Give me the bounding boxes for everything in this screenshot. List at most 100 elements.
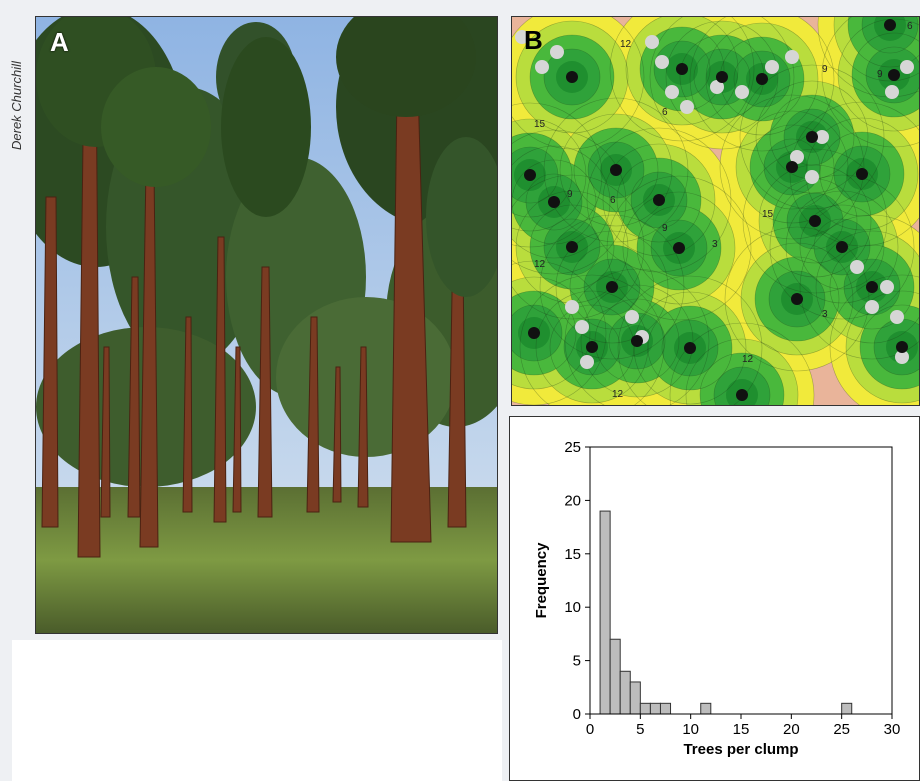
tree-point — [586, 341, 598, 353]
contour-line — [602, 143, 716, 257]
contour-line — [653, 40, 711, 98]
gap-point — [900, 60, 914, 74]
contour-label: 9 — [877, 69, 883, 80]
histogram-bar — [659, 702, 672, 715]
contour-line — [622, 191, 736, 305]
contour-line — [586, 127, 732, 273]
contour-line — [829, 244, 915, 330]
contour-label: 6 — [907, 21, 913, 32]
contour-line — [649, 17, 795, 150]
forest-photo — [36, 17, 497, 633]
histogram-bar — [639, 702, 651, 715]
tree-point — [736, 389, 748, 401]
x-tick-label: 25 — [833, 721, 850, 738]
gap-point — [890, 310, 904, 324]
contour-line — [512, 260, 607, 405]
gap-point — [665, 85, 679, 99]
contour-line — [833, 145, 891, 203]
y-tick-label: 0 — [573, 706, 581, 723]
contour-line — [580, 284, 694, 398]
contour-line — [647, 305, 733, 391]
histogram-bar — [629, 681, 641, 715]
contour-line — [661, 319, 719, 377]
gap-point — [655, 55, 669, 69]
tree-point — [791, 293, 803, 305]
contour-line — [769, 174, 915, 320]
contour-line — [783, 108, 841, 166]
contour-line — [616, 157, 702, 243]
contour-line — [739, 64, 885, 210]
y-tick-label: 5 — [573, 653, 581, 670]
tree-point — [786, 161, 798, 173]
tree-point — [806, 131, 818, 143]
contour-line — [543, 48, 601, 106]
contour-line — [529, 34, 615, 120]
contour-line — [786, 192, 844, 250]
contour-line — [512, 304, 563, 362]
contour-line — [569, 244, 655, 330]
tree-point — [836, 241, 848, 253]
gap-point — [575, 320, 589, 334]
contour-line — [749, 124, 835, 210]
contour-line — [525, 173, 583, 231]
tree-point — [884, 19, 896, 31]
gap-point — [880, 280, 894, 294]
contour-label: 12 — [742, 354, 754, 365]
contour-label: 9 — [822, 64, 828, 75]
contour-map: 15 12 9 6 3 12 9 6 15 12 9 3 12 9 6 — [512, 17, 919, 405]
contour-line — [559, 113, 673, 227]
gap-point — [885, 85, 899, 99]
histogram-bars — [599, 510, 853, 715]
contour-line — [861, 17, 919, 54]
contour-line — [512, 290, 577, 376]
contour-line — [563, 318, 621, 376]
histogram-bar — [619, 670, 631, 715]
contour-line — [763, 138, 821, 196]
map-points — [515, 19, 914, 401]
contour-line — [742, 148, 888, 294]
tree-point — [896, 341, 908, 353]
contour-line — [813, 218, 871, 276]
x-tick-label: 0 — [586, 721, 594, 738]
contour-line — [512, 146, 559, 204]
contour-line — [724, 226, 870, 372]
contour-line — [819, 131, 905, 217]
contour-line — [789, 101, 919, 247]
histogram-bar — [609, 638, 621, 715]
gap-point — [580, 355, 594, 369]
contour-line — [685, 338, 799, 405]
contour-line — [512, 118, 587, 232]
plot-frame — [589, 446, 893, 715]
contour-map-panel: 15 12 9 6 3 12 9 6 15 12 9 3 12 9 6 B — [511, 16, 920, 406]
contour-line — [512, 174, 645, 320]
gap-point — [790, 150, 804, 164]
contour-line — [829, 274, 919, 405]
tree-point — [888, 69, 900, 81]
contour-line — [515, 20, 629, 134]
tree-point — [566, 241, 578, 253]
tree-point — [566, 71, 578, 83]
x-tick-label: 30 — [884, 721, 901, 738]
x-tick-label: 5 — [636, 721, 644, 738]
x-axis-label: Trees per clump — [683, 741, 798, 758]
contour-line — [799, 214, 919, 360]
histogram-chart: 0 5 10 15 20 25 30 0 5 10 15 20 25 Trees per clump F… — [533, 439, 901, 758]
contour-line — [512, 102, 603, 248]
gap-point — [565, 300, 579, 314]
tree-point — [684, 342, 696, 354]
y-tick-label: 25 — [564, 439, 581, 456]
photo-credit: Derek Churchill — [2, 14, 30, 154]
histogram-bar — [599, 510, 611, 715]
tree-point — [528, 327, 540, 339]
contour-line — [587, 141, 645, 199]
contour-line — [847, 17, 919, 68]
tree-point — [866, 281, 878, 293]
x-tick-label: 15 — [733, 721, 750, 738]
contour-line — [821, 17, 919, 148]
contour-label: 9 — [567, 189, 573, 200]
tree-point — [548, 196, 560, 208]
contour-line — [636, 205, 722, 291]
contour-line — [768, 270, 826, 328]
contour-label: 9 — [662, 223, 668, 234]
contour-line — [665, 20, 779, 134]
